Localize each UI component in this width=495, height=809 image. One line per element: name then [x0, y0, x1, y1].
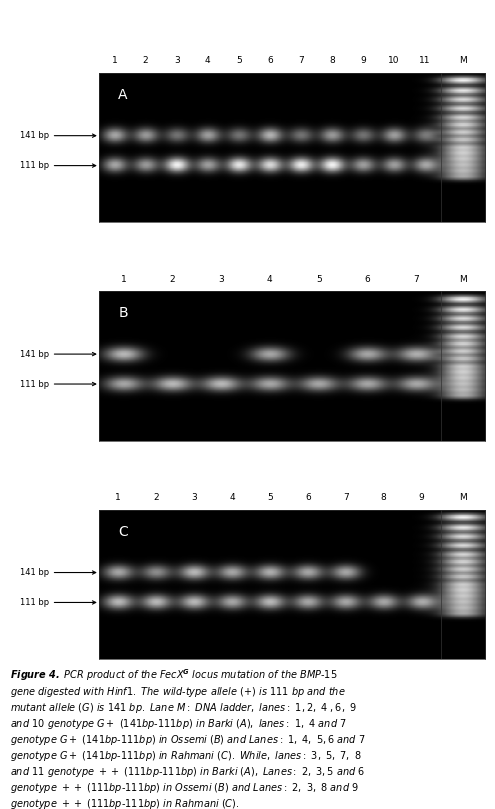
Text: 111 bp: 111 bp: [20, 598, 96, 607]
Text: 1: 1: [120, 275, 126, 284]
Text: 5: 5: [236, 57, 242, 66]
Text: 4: 4: [229, 493, 235, 502]
Text: C: C: [118, 525, 128, 539]
Text: 111 bp: 111 bp: [20, 379, 96, 388]
Text: 1: 1: [112, 57, 117, 66]
Text: B: B: [118, 307, 128, 320]
Text: 2: 2: [143, 57, 148, 66]
Text: 3: 3: [218, 275, 224, 284]
Text: 9: 9: [360, 57, 366, 66]
Text: 141 bp: 141 bp: [20, 349, 96, 358]
Text: 4: 4: [205, 57, 210, 66]
Text: 7: 7: [298, 57, 304, 66]
Text: 7: 7: [343, 493, 348, 502]
Text: 111 bp: 111 bp: [20, 161, 96, 170]
Text: $\bfit{Figure}$ $\bfit{4.}$ $\it{PCR\ product\ of\ the\ FecX}$$^{\bfit{G}}$$\it{: $\bfit{Figure}$ $\bfit{4.}$ $\it{PCR\ pr…: [10, 667, 365, 809]
Text: 7: 7: [413, 275, 419, 284]
Text: 2: 2: [169, 275, 175, 284]
Text: 6: 6: [267, 57, 273, 66]
Text: 3: 3: [174, 57, 180, 66]
Text: M: M: [459, 275, 467, 284]
Text: 1: 1: [115, 493, 121, 502]
Text: 8: 8: [381, 493, 387, 502]
Text: 6: 6: [365, 275, 370, 284]
Text: 4: 4: [267, 275, 273, 284]
Text: 2: 2: [153, 493, 159, 502]
Text: 6: 6: [305, 493, 311, 502]
Text: 5: 5: [267, 493, 273, 502]
Text: 8: 8: [329, 57, 335, 66]
Text: M: M: [459, 57, 467, 66]
Text: 3: 3: [191, 493, 197, 502]
Text: A: A: [118, 88, 128, 102]
Text: M: M: [459, 493, 467, 502]
Text: 10: 10: [389, 57, 400, 66]
Text: 11: 11: [419, 57, 431, 66]
Text: 141 bp: 141 bp: [20, 568, 96, 577]
Text: 9: 9: [419, 493, 425, 502]
Text: 5: 5: [316, 275, 322, 284]
Text: 141 bp: 141 bp: [20, 131, 96, 140]
